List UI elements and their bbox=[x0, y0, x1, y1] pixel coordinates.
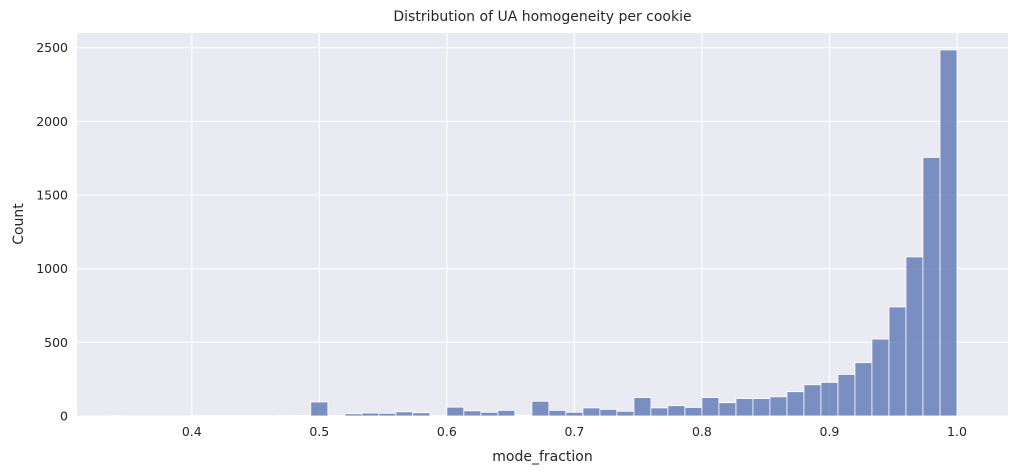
y-axis-label: Count bbox=[11, 203, 27, 245]
x-axis-label: mode_fraction bbox=[492, 449, 592, 465]
histogram-bar bbox=[565, 411, 584, 417]
histogram-bar bbox=[735, 398, 754, 417]
histogram-bar bbox=[939, 49, 958, 417]
histogram-bar bbox=[752, 398, 771, 417]
chart-title: Distribution of UA homogeneity per cooki… bbox=[393, 9, 691, 25]
histogram-bar bbox=[701, 397, 720, 417]
histogram-bar bbox=[497, 410, 516, 417]
histogram-bar bbox=[888, 306, 907, 417]
histogram-bar bbox=[820, 382, 839, 417]
y-tick-label: 1000 bbox=[36, 261, 68, 276]
histogram-bar bbox=[616, 410, 635, 417]
y-tick-label: 0 bbox=[60, 409, 68, 424]
x-tick-label: 0.7 bbox=[564, 424, 584, 439]
x-tick-label: 0.9 bbox=[820, 424, 840, 439]
histogram-bar bbox=[922, 157, 941, 417]
histogram-bar bbox=[412, 412, 431, 417]
histogram-bar bbox=[548, 410, 567, 417]
histogram-bar bbox=[650, 407, 669, 417]
histogram-bar bbox=[769, 396, 788, 417]
histogram-bar bbox=[905, 256, 924, 417]
histogram-bar bbox=[310, 401, 329, 417]
histogram-bar bbox=[361, 412, 380, 417]
y-tick-label: 500 bbox=[44, 335, 68, 350]
histogram-bar bbox=[667, 405, 686, 417]
histogram-bar bbox=[871, 338, 890, 417]
histogram-bar bbox=[293, 415, 312, 417]
histogram-bar bbox=[463, 410, 482, 417]
x-tick-label: 0.5 bbox=[309, 424, 329, 439]
histogram-bar bbox=[480, 411, 499, 417]
histogram-bar bbox=[514, 414, 533, 417]
histogram-bar bbox=[395, 411, 414, 417]
histogram-bar bbox=[786, 391, 805, 417]
histogram-bar bbox=[633, 397, 652, 417]
histogram-bar bbox=[327, 415, 346, 417]
histogram-bars bbox=[106, 49, 958, 417]
y-tick-label: 1500 bbox=[36, 188, 68, 203]
x-tick-label: 0.8 bbox=[692, 424, 712, 439]
x-tick-label: 0.4 bbox=[182, 424, 202, 439]
histogram-bar bbox=[803, 384, 822, 417]
x-tick-labels: 0.4 0.5 0.6 0.7 0.8 0.9 1.0 bbox=[182, 424, 967, 439]
histogram-bar bbox=[582, 407, 601, 417]
x-tick-label: 0.6 bbox=[437, 424, 457, 439]
histogram-bar bbox=[599, 408, 618, 417]
plot-background bbox=[77, 33, 1008, 416]
y-gridlines bbox=[77, 47, 1008, 417]
histogram-bar bbox=[684, 407, 703, 417]
x-tick-label: 1.0 bbox=[947, 424, 967, 439]
histogram-bar bbox=[837, 374, 856, 417]
histogram-bar bbox=[446, 406, 465, 417]
histogram-bar bbox=[718, 402, 737, 417]
y-tick-label: 2000 bbox=[36, 114, 68, 129]
histogram-bar bbox=[344, 413, 363, 417]
y-tick-labels: 0 500 1000 1500 2000 2500 bbox=[36, 40, 68, 423]
y-tick-label: 2500 bbox=[36, 40, 68, 55]
histogram-bar bbox=[854, 362, 873, 417]
histogram-bar bbox=[531, 400, 550, 417]
histogram-bar bbox=[378, 412, 397, 417]
